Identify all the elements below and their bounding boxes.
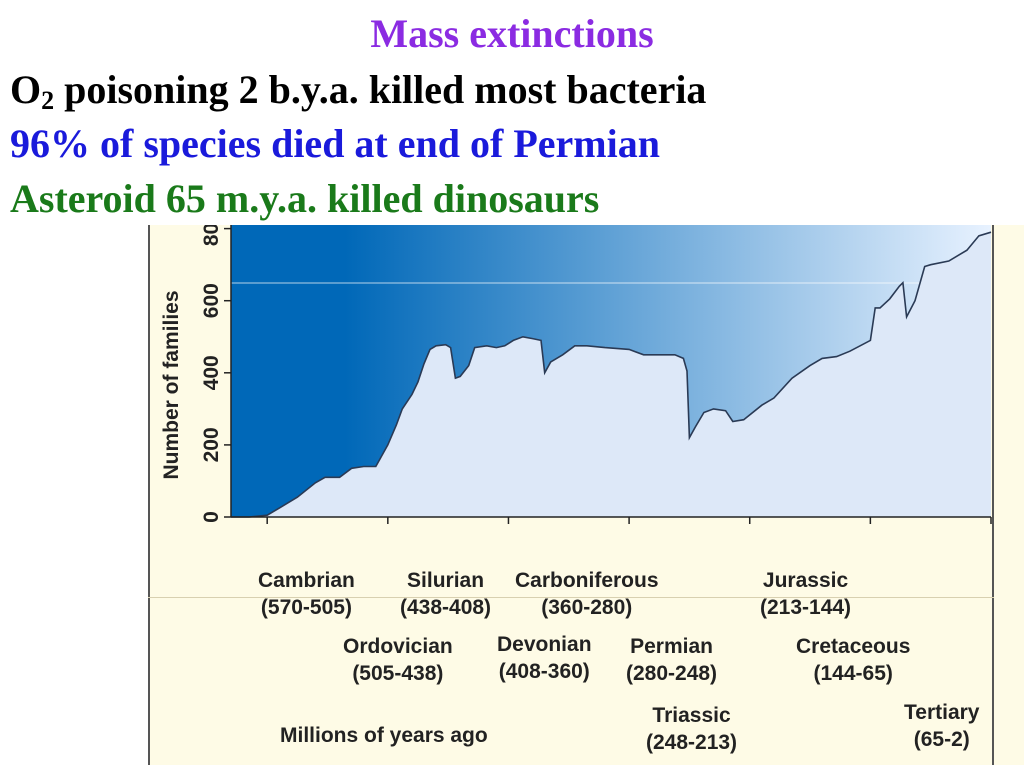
period-name: Cretaceous	[796, 635, 911, 658]
asteroid-line: Asteroid 65 m.y.a. killed dinosaurs	[10, 176, 600, 221]
families-area-fill	[231, 232, 991, 517]
figure-right-border	[992, 225, 994, 765]
period-name: Tertiary	[904, 701, 980, 724]
y-tick-label: 200	[200, 427, 223, 462]
period-range: (408-360)	[498, 660, 590, 683]
period-ordovician: Ordovician (505-438)	[343, 633, 453, 687]
period-silurian: Silurian (438-408)	[400, 567, 491, 621]
period-range: (213-144)	[760, 596, 852, 619]
x-axis-label: Millions of years ago	[280, 724, 488, 747]
period-cambrian: Cambrian (570-505)	[258, 567, 355, 621]
period-tertiary: Tertiary (65-2)	[904, 699, 979, 753]
period-permian: Permian (280-248)	[626, 633, 717, 687]
families-area-chart: 60050040030020010000200400600800 Number …	[160, 225, 992, 524]
period-range: (438-408)	[400, 596, 492, 619]
period-cretaceous: Cretaceous (144-65)	[796, 633, 910, 687]
period-name: Triassic	[652, 704, 731, 727]
period-name: Permian	[630, 635, 713, 658]
slide-title: Mass extinctions	[370, 11, 654, 56]
oxygen-symbol: O	[10, 67, 42, 112]
period-range: (65-2)	[913, 728, 970, 751]
period-range: (248-213)	[646, 731, 738, 754]
period-name: Cambrian	[258, 569, 355, 592]
o2-poisoning-line: O2 poisoning 2 b.y.a. killed most bacter…	[10, 66, 706, 125]
period-name: Devonian	[497, 633, 592, 656]
period-carboniferous: Carboniferous (360-280)	[515, 567, 659, 621]
period-range: (570-505)	[260, 596, 352, 619]
period-devonian: Devonian (408-360)	[497, 631, 592, 685]
families-area-outline	[231, 231, 992, 518]
period-range: (280-248)	[626, 662, 718, 685]
period-jurassic: Jurassic (213-144)	[760, 567, 851, 621]
period-name: Carboniferous	[515, 569, 659, 592]
o2-poisoning-text: poisoning 2 b.y.a. killed most bacteria	[54, 67, 707, 112]
y-tick-label: 600	[200, 283, 223, 318]
permian-extinction-line: 96% of species died at end of Permian	[10, 121, 660, 166]
period-range: (360-280)	[541, 596, 633, 619]
y-tick-label: 800	[200, 225, 223, 246]
period-name: Ordovician	[343, 635, 453, 658]
period-range: (505-438)	[352, 662, 444, 685]
extinction-chart-figure: 60050040030020010000200400600800 Number …	[148, 225, 1024, 765]
y-tick-label: 400	[200, 355, 223, 390]
oxygen-subscript: 2	[41, 86, 55, 115]
period-name: Jurassic	[762, 569, 849, 592]
period-range: (144-65)	[813, 662, 893, 685]
y-axis-label: Number of families	[160, 290, 183, 479]
y-tick-label: 0	[200, 511, 223, 523]
period-triassic: Triassic (248-213)	[646, 702, 737, 756]
figure-left-border	[148, 225, 150, 765]
figure-seam-line	[148, 597, 994, 598]
period-name: Silurian	[407, 569, 485, 592]
